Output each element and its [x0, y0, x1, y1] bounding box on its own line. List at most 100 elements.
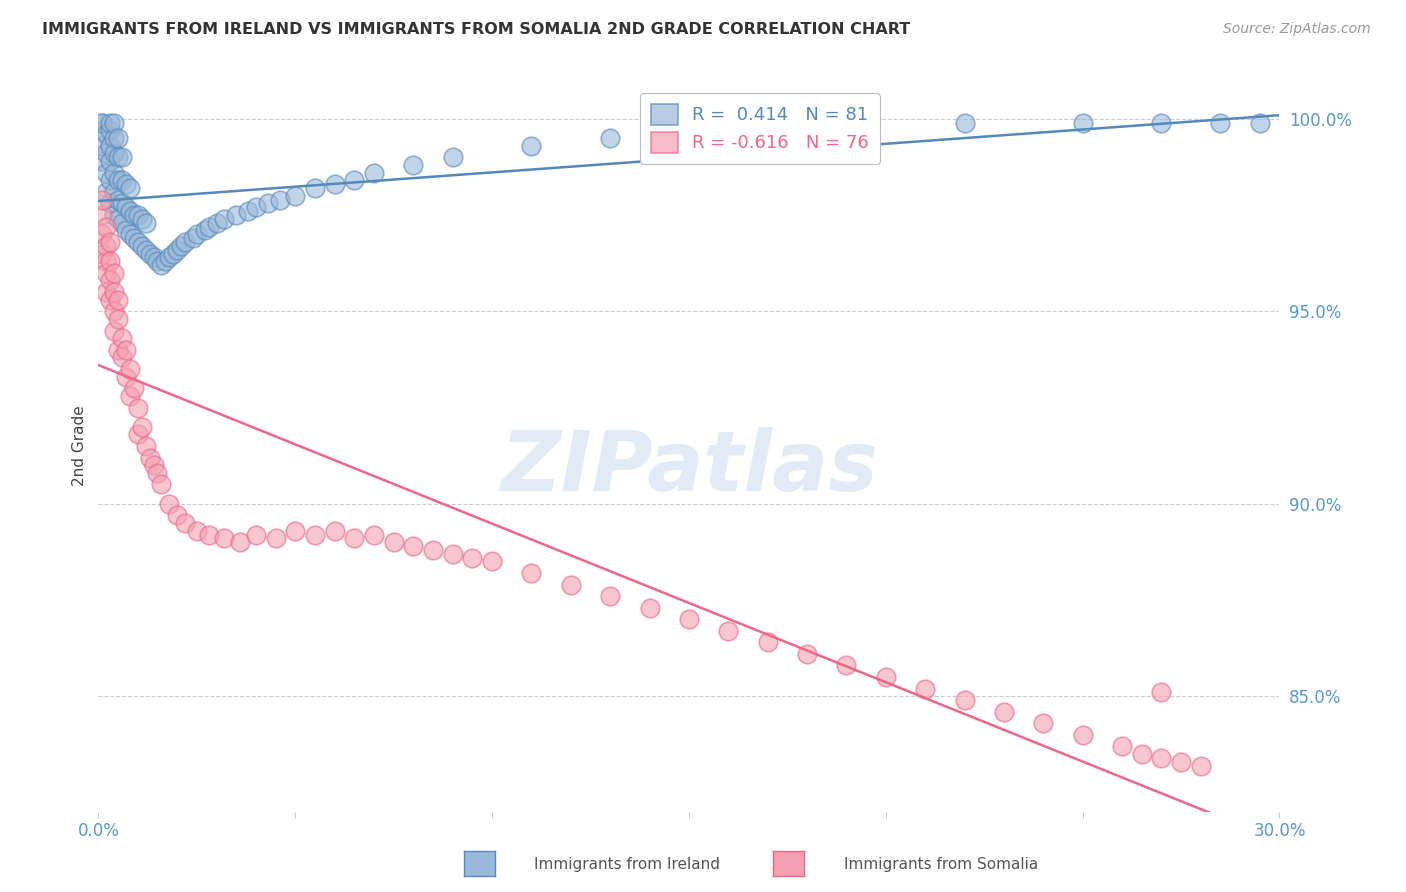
Point — [382, 535, 405, 549]
Point — [91, 208, 114, 222]
Point — [118, 227, 141, 242]
Point — [678, 612, 700, 626]
Point — [103, 131, 125, 145]
Point — [441, 547, 464, 561]
Point — [91, 115, 114, 129]
Point — [323, 178, 346, 192]
Point — [103, 285, 125, 299]
Point — [98, 154, 121, 169]
Point — [98, 273, 121, 287]
Point — [103, 115, 125, 129]
Point — [1071, 115, 1094, 129]
Point — [197, 527, 219, 541]
Point — [96, 239, 118, 253]
Text: IMMIGRANTS FROM IRELAND VS IMMIGRANTS FROM SOMALIA 2ND GRADE CORRELATION CHART: IMMIGRANTS FROM IRELAND VS IMMIGRANTS FR… — [42, 22, 911, 37]
Point — [118, 181, 141, 195]
Text: Source: ZipAtlas.com: Source: ZipAtlas.com — [1223, 22, 1371, 37]
Point — [103, 208, 125, 222]
Point — [304, 181, 326, 195]
Point — [122, 381, 145, 395]
Point — [717, 624, 740, 638]
Point — [343, 532, 366, 546]
Point — [166, 243, 188, 257]
Point — [107, 173, 129, 187]
Point — [953, 693, 976, 707]
Point — [96, 146, 118, 161]
Point — [103, 324, 125, 338]
Point — [91, 138, 114, 153]
Point — [174, 235, 197, 249]
Point — [363, 166, 385, 180]
Point — [225, 208, 247, 222]
Point — [323, 524, 346, 538]
Text: ZIPatlas: ZIPatlas — [501, 427, 877, 508]
Point — [256, 196, 278, 211]
Point — [91, 246, 114, 260]
Point — [118, 204, 141, 219]
Point — [1150, 115, 1173, 129]
Point — [98, 235, 121, 249]
Point — [115, 369, 138, 384]
Point — [115, 200, 138, 214]
Point — [953, 115, 976, 129]
Point — [150, 258, 173, 272]
Point — [91, 115, 114, 129]
Point — [122, 208, 145, 222]
Point — [98, 293, 121, 307]
Point — [194, 223, 217, 237]
Point — [284, 188, 307, 202]
Point — [131, 419, 153, 434]
Point — [98, 123, 121, 137]
Point — [284, 524, 307, 538]
Point — [1130, 747, 1153, 761]
Point — [111, 331, 134, 345]
Point — [127, 208, 149, 222]
Point — [520, 138, 543, 153]
Point — [138, 450, 160, 465]
Point — [131, 211, 153, 226]
Point — [186, 524, 208, 538]
Y-axis label: 2nd Grade: 2nd Grade — [72, 406, 87, 486]
Point — [146, 466, 169, 480]
Point — [1249, 115, 1271, 129]
Point — [118, 389, 141, 403]
Point — [245, 200, 267, 214]
Point — [166, 508, 188, 523]
Point — [107, 131, 129, 145]
Point — [138, 246, 160, 260]
Point — [236, 204, 259, 219]
Point — [96, 266, 118, 280]
Point — [98, 115, 121, 129]
Point — [135, 243, 157, 257]
Point — [96, 166, 118, 180]
Point — [304, 527, 326, 541]
Point — [181, 231, 204, 245]
Point — [103, 304, 125, 318]
Point — [1111, 739, 1133, 754]
Point — [111, 173, 134, 187]
Point — [638, 600, 661, 615]
Point — [157, 497, 180, 511]
Point — [441, 150, 464, 164]
Point — [170, 239, 193, 253]
Point — [127, 401, 149, 415]
Point — [118, 362, 141, 376]
Point — [402, 158, 425, 172]
Point — [560, 577, 582, 591]
Point — [98, 138, 121, 153]
Point — [111, 216, 134, 230]
Point — [142, 458, 165, 473]
Point — [402, 539, 425, 553]
Point — [91, 227, 114, 242]
Point — [481, 554, 503, 568]
Point — [993, 705, 1015, 719]
Point — [146, 254, 169, 268]
Point — [1071, 728, 1094, 742]
Point — [875, 670, 897, 684]
Point — [98, 196, 121, 211]
Text: Immigrants from Somalia: Immigrants from Somalia — [844, 857, 1038, 872]
Point — [91, 193, 114, 207]
Point — [343, 173, 366, 187]
Point — [103, 266, 125, 280]
Point — [796, 120, 818, 134]
